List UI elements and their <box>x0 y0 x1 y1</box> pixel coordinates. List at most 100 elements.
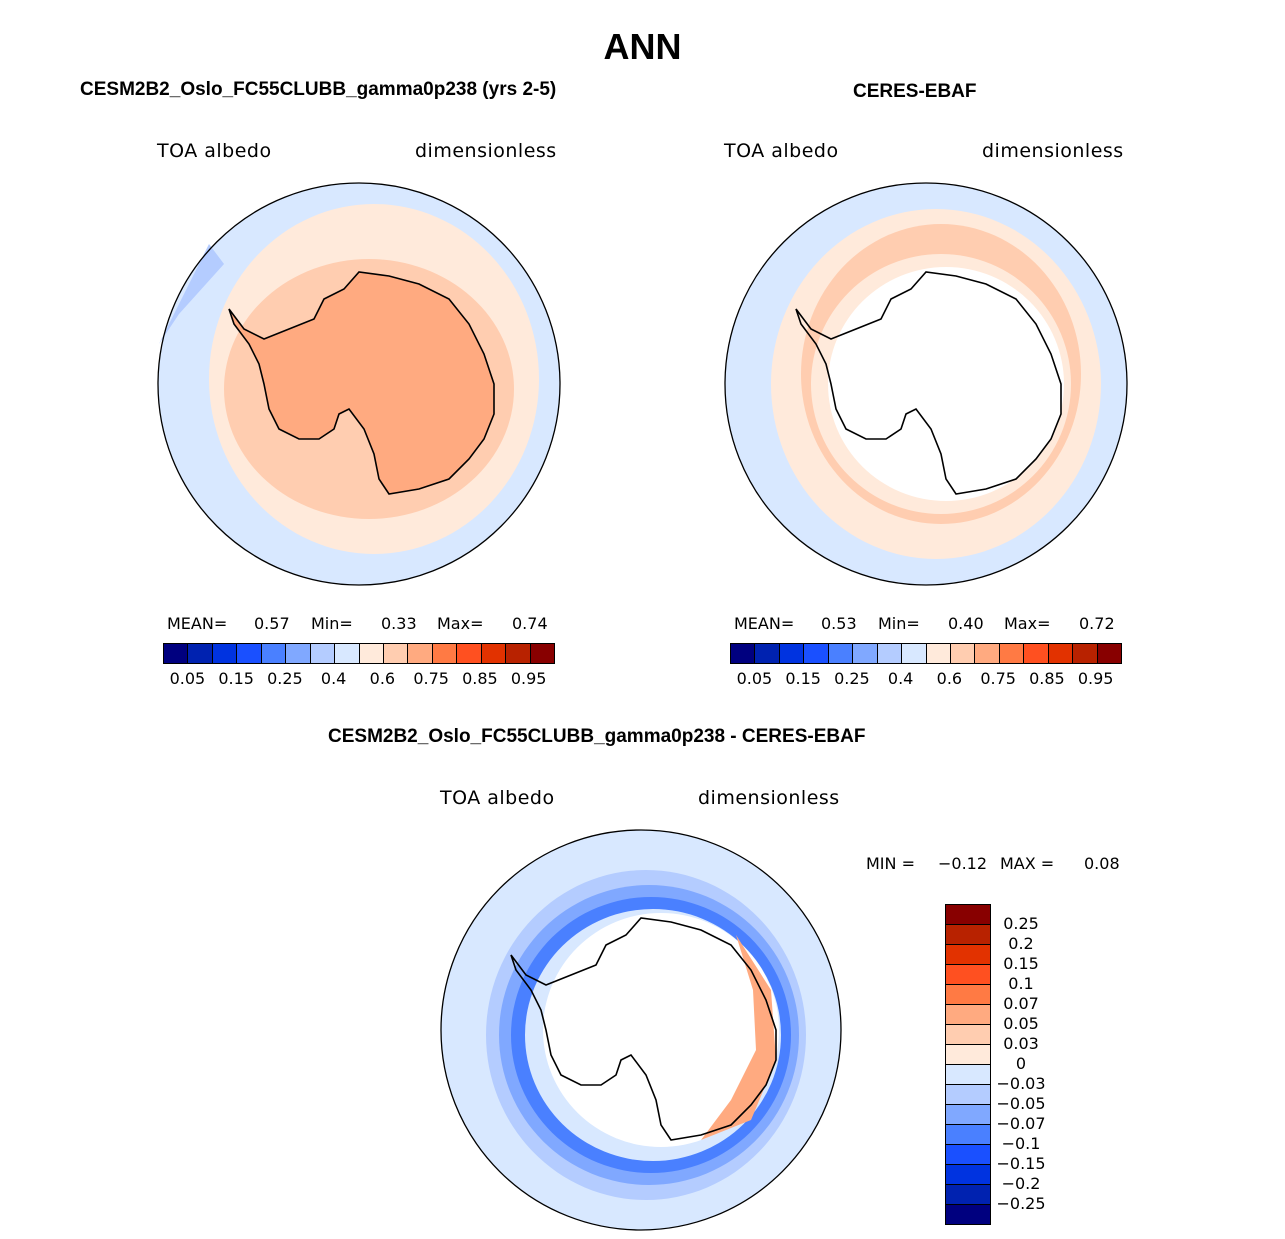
colorbar-tick-label: −0.05 <box>996 1094 1046 1113</box>
colorbar-swatch <box>212 644 238 663</box>
panel2-title: CERES-EBAF <box>853 81 977 102</box>
colorbar-tick-label: 0.85 <box>1029 669 1065 688</box>
colorbar-swatch <box>946 1005 990 1025</box>
colorbar-swatch <box>999 644 1025 663</box>
colorbar-tick-label: 0.03 <box>1003 1034 1039 1053</box>
colorbar-tick-label: 0.6 <box>369 669 396 688</box>
colorbar-tick-label: 0.25 <box>834 669 870 688</box>
colorbar-tick-label: 0.05 <box>169 669 206 688</box>
colorbar-tick-label: 0.4 <box>320 669 347 688</box>
page-title: ANN <box>603 26 682 67</box>
colorbar-swatch <box>188 644 213 663</box>
panel3-max: 0.08 <box>1084 854 1120 873</box>
colorbar-tick-label: 0.75 <box>980 669 1016 688</box>
colorbar-swatch <box>828 644 854 663</box>
colorbar-swatch <box>1097 644 1121 663</box>
colorbar-swatch <box>950 644 976 663</box>
colorbar-swatch <box>1073 644 1098 663</box>
colorbar-swatch <box>164 644 189 663</box>
colorbar-swatch <box>457 644 482 663</box>
colorbar-tick-label: 0.05 <box>1003 1014 1039 1033</box>
panel3-title: CESM2B2_Oslo_FC55CLUBB_gamma0p238 - CERE… <box>328 726 866 747</box>
panel3-min: −0.12 <box>938 854 988 873</box>
colorbar-swatch <box>1024 644 1049 663</box>
colorbar-swatch <box>383 644 409 663</box>
colorbar-swatch <box>261 644 287 663</box>
colorbar-swatch <box>946 965 990 985</box>
colorbar-tick-label: 0.95 <box>510 669 547 688</box>
colorbar-swatch <box>946 1205 990 1224</box>
panel2-variable: TOA albedo <box>724 140 839 162</box>
panel2-mean: 0.53 <box>821 614 857 633</box>
colorbar-tick-label: −0.15 <box>996 1154 1046 1173</box>
panel3-variable: TOA albedo <box>440 787 555 809</box>
colorbar-difference <box>945 904 991 1225</box>
panel1-mean-label: MEAN= <box>167 614 228 633</box>
colorbar-swatch <box>946 1125 990 1145</box>
colorbar-tick-label: 0.4 <box>887 669 914 688</box>
colorbar-tick-label: −0.2 <box>1001 1174 1041 1193</box>
colorbar-swatch <box>286 644 311 663</box>
colorbar-swatch <box>335 644 360 663</box>
colorbar-swatch <box>975 644 1000 663</box>
colorbar-tick-label: 0.15 <box>218 669 254 688</box>
panel3-max-label: MAX = <box>1000 854 1055 873</box>
colorbar-tick-label: 0.85 <box>462 669 498 688</box>
colorbar-tick-label: 0.1 <box>1008 974 1034 993</box>
map-difference <box>440 829 842 1231</box>
colorbar-tick-label: 0.2 <box>1008 934 1034 953</box>
colorbar-swatch <box>755 644 780 663</box>
colorbar-swatch <box>946 1025 990 1045</box>
map-obs <box>724 182 1128 586</box>
colorbar-tick-label: 0 <box>1015 1054 1027 1073</box>
colorbar-swatch <box>946 1065 990 1085</box>
colorbar-swatch <box>506 644 531 663</box>
colorbar-model <box>163 643 555 664</box>
colorbar-tick-label: −0.03 <box>996 1074 1046 1093</box>
colorbar-swatch <box>946 945 990 965</box>
colorbar-swatch <box>946 1185 990 1205</box>
panel1-variable: TOA albedo <box>157 140 272 162</box>
colorbar-swatch <box>530 644 554 663</box>
colorbar-swatch <box>946 1085 990 1105</box>
colorbar-swatch <box>779 644 805 663</box>
colorbar-swatch <box>731 644 756 663</box>
panel2-mean-label: MEAN= <box>734 614 795 633</box>
panel2-min-label: Min= <box>878 614 920 633</box>
panel3-units: dimensionless <box>698 787 840 809</box>
colorbar-swatch <box>946 1045 990 1065</box>
colorbar-tick-label: −0.07 <box>996 1114 1046 1133</box>
colorbar-tick-label: 0.07 <box>1003 994 1039 1013</box>
colorbar-swatch <box>946 1165 990 1185</box>
colorbar-tick-label: −0.1 <box>1001 1134 1041 1153</box>
colorbar-tick-label: 0.75 <box>413 669 449 688</box>
panel2-min: 0.40 <box>948 614 984 633</box>
colorbar-swatch <box>926 644 951 663</box>
colorbar-swatch <box>946 1105 990 1125</box>
colorbar-tick-label: 0.05 <box>736 669 773 688</box>
colorbar-tick-label: 0.25 <box>267 669 303 688</box>
panel1-max-label: Max= <box>437 614 484 633</box>
colorbar-swatch <box>877 644 903 663</box>
colorbar-swatch <box>310 644 336 663</box>
colorbar-swatch <box>804 644 829 663</box>
colorbar-tick-label: 0.25 <box>1003 914 1039 933</box>
colorbar-swatch <box>946 905 990 925</box>
panel1-mean: 0.57 <box>254 614 290 633</box>
colorbar-swatch <box>408 644 433 663</box>
colorbar-obs <box>730 643 1122 664</box>
colorbar-tick-label: 0.15 <box>1003 954 1039 973</box>
colorbar-swatch <box>853 644 878 663</box>
panel2-max-label: Max= <box>1004 614 1051 633</box>
colorbar-swatch <box>1048 644 1074 663</box>
panel1-min-label: Min= <box>311 614 353 633</box>
colorbar-swatch <box>237 644 262 663</box>
panel1-max: 0.74 <box>512 614 548 633</box>
colorbar-swatch <box>946 925 990 945</box>
panel3-min-label: MIN = <box>866 854 915 873</box>
colorbar-swatch <box>946 985 990 1005</box>
panel2-max: 0.72 <box>1079 614 1115 633</box>
panel2-units: dimensionless <box>982 140 1124 162</box>
panel1-title: CESM2B2_Oslo_FC55CLUBB_gamma0p238 (yrs 2… <box>80 79 557 100</box>
